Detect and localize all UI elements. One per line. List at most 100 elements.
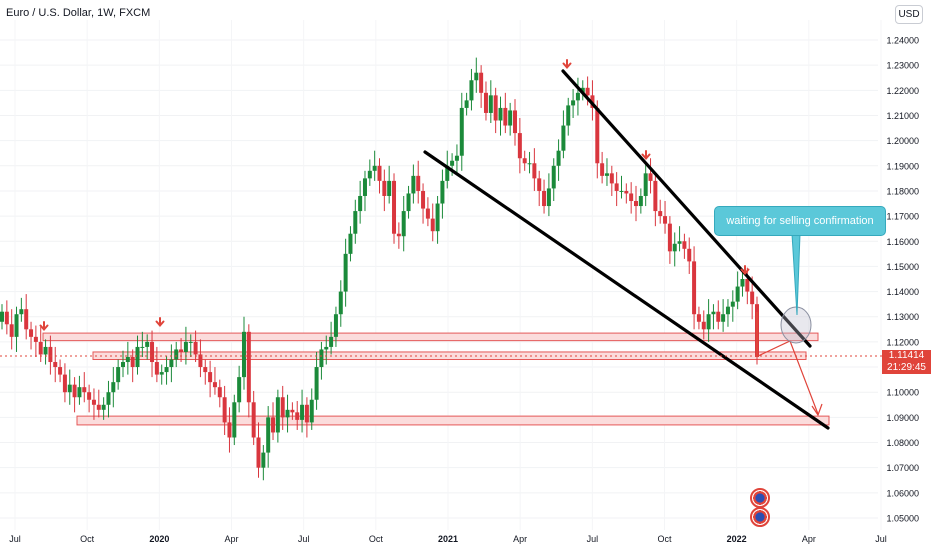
candle-body <box>14 314 19 337</box>
candle-body <box>745 279 750 292</box>
support-zone <box>76 415 830 426</box>
candle-body <box>309 399 314 423</box>
candle-body <box>711 311 716 315</box>
candle-body <box>750 291 755 305</box>
x-tick-label: Apr <box>224 534 238 544</box>
candle-body <box>304 404 309 423</box>
last-price-tag: 1.11414 21:29:45 <box>882 350 931 374</box>
candle-body <box>24 309 29 330</box>
candle-body <box>295 412 300 420</box>
candle-body <box>285 409 290 418</box>
y-tick-label: 1.07000 <box>886 463 919 473</box>
candle-body <box>609 173 614 184</box>
candle-body <box>135 346 140 368</box>
chart-title: Euro / U.S. Dollar, 1W, FXCM <box>6 7 151 19</box>
candle-body <box>174 349 179 360</box>
candle-body <box>106 392 111 405</box>
candle-body <box>488 95 493 113</box>
swing-high-arrow-icon <box>39 321 49 332</box>
candle-body <box>101 404 106 410</box>
candle-body <box>290 409 295 413</box>
candle-body <box>183 341 188 352</box>
candle-body <box>701 321 706 330</box>
candle-body <box>208 372 213 383</box>
candle-body <box>479 72 484 93</box>
candle-body <box>672 243 677 252</box>
y-tick-label: 1.16000 <box>886 237 919 247</box>
candle-body <box>595 107 600 164</box>
candle-body <box>62 374 67 393</box>
candle-body <box>58 367 63 375</box>
candle-body <box>503 107 508 126</box>
candle-body <box>87 392 92 400</box>
candle-body <box>232 402 237 438</box>
candle-body <box>212 382 217 388</box>
candle-body <box>33 336 38 342</box>
eu-flag-event-icon[interactable] <box>750 507 770 527</box>
candle-body <box>682 241 687 249</box>
annotation-callout[interactable]: waiting for selling confirmation <box>714 206 886 236</box>
candle-body <box>566 105 571 126</box>
candle-body <box>508 110 513 126</box>
candle-body <box>29 329 34 337</box>
candle-body <box>638 195 643 207</box>
candle-body <box>154 362 159 375</box>
candle-body <box>48 346 53 363</box>
currency-badge[interactable]: USD <box>895 5 923 24</box>
candle-body <box>130 356 135 368</box>
swing-high-arrow-icon <box>740 265 750 276</box>
candle-body <box>716 311 721 322</box>
candle-body <box>513 110 518 134</box>
candle-body <box>604 173 609 176</box>
callout-pointer <box>791 233 801 316</box>
projection-arrowhead <box>811 403 823 417</box>
candle-body <box>522 158 527 164</box>
candle-body <box>72 384 77 398</box>
candle-body <box>401 211 406 237</box>
candle-body <box>338 291 343 315</box>
candle-body <box>430 218 435 232</box>
candle-body <box>256 437 261 468</box>
candle-body <box>111 382 116 393</box>
candle-body <box>483 92 488 113</box>
candle-body <box>692 261 697 315</box>
candle-body <box>314 367 319 400</box>
us-flag-event-icon[interactable] <box>750 488 770 508</box>
candle-body <box>358 195 363 212</box>
candle-body <box>421 190 426 209</box>
candle-body <box>203 367 208 373</box>
candle-body <box>721 314 726 322</box>
candle-body <box>406 193 411 212</box>
trendline <box>423 150 830 430</box>
candle-body <box>382 180 387 196</box>
candle-body <box>91 399 96 405</box>
candle-body <box>237 377 242 403</box>
price-axis[interactable]: 1.24000 1.23000 1.22000 1.21000 1.20000 1.190… <box>886 36 919 524</box>
candle-body <box>667 223 672 252</box>
candle-body <box>145 341 150 347</box>
swing-high-arrow-icon <box>155 317 165 328</box>
candle-body <box>387 180 392 196</box>
candle-body <box>396 233 401 237</box>
y-tick-label: 1.17000 <box>886 212 919 222</box>
y-tick-label: 1.10000 <box>886 388 919 398</box>
candle-body <box>271 417 276 433</box>
bar-countdown: 21:29:45 <box>887 362 926 373</box>
candle-body <box>571 100 576 106</box>
x-tick-label: Jul <box>875 534 887 544</box>
trendlines <box>423 69 830 430</box>
candle-body <box>735 286 740 302</box>
x-tick-label: Apr <box>513 534 527 544</box>
time-axis[interactable]: Jul Oct 2020 Apr Jul Oct 2021 Apr Jul Oct 2022 Apr J… <box>9 534 887 544</box>
candle-body <box>362 178 367 196</box>
y-tick-label: 1.13000 <box>886 312 919 322</box>
candle-body <box>730 301 735 307</box>
candle-body <box>493 95 498 121</box>
candle-body <box>82 387 87 393</box>
candle-body <box>706 314 711 330</box>
candle-body <box>188 341 193 343</box>
y-tick-label: 1.24000 <box>886 36 919 46</box>
y-tick-label: 1.08000 <box>886 438 919 448</box>
y-tick-label: 1.14000 <box>886 287 919 297</box>
